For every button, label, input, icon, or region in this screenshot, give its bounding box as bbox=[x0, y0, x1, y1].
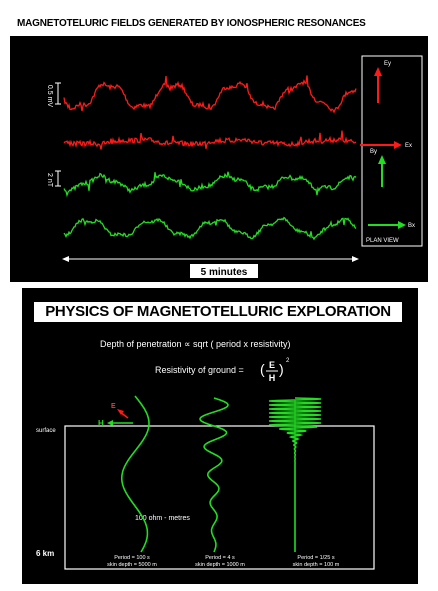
skin-depth-caption-1: skin depth = 5000 m bbox=[107, 562, 157, 568]
bx-label: Bx bbox=[408, 223, 415, 229]
ex-trace bbox=[64, 131, 356, 150]
h-scale-label: 2 nT bbox=[46, 173, 53, 188]
formula-depth: Depth of penetration ∝ sqrt ( period x r… bbox=[100, 339, 291, 349]
period-caption-1: Period = 100 s bbox=[114, 555, 150, 561]
ex-arrow-icon bbox=[360, 141, 402, 149]
by-trace bbox=[64, 172, 356, 195]
ey-label: Ey bbox=[384, 61, 391, 67]
ey-arrow-icon bbox=[374, 67, 382, 103]
surface-label: surface bbox=[36, 428, 56, 434]
depth-label: 6 km bbox=[36, 549, 54, 558]
period-caption-2: Period = 4 s bbox=[205, 555, 235, 561]
fraction-numerator: E bbox=[269, 360, 275, 370]
time-label: 5 minutes bbox=[201, 267, 248, 278]
skin-depth-caption-2: skin depth = 1000 m bbox=[195, 562, 245, 568]
skin-depth-caption-3: skin depth = 100 m bbox=[293, 562, 340, 568]
bx-trace bbox=[64, 218, 356, 240]
fraction-denominator: H bbox=[269, 373, 276, 383]
plan-view-caption: PLAN VIEW bbox=[366, 238, 399, 244]
by-label: By bbox=[370, 149, 377, 155]
e-scale-bar bbox=[55, 83, 61, 104]
fraction-exponent: 2 bbox=[286, 358, 290, 364]
h-field-arrow-icon bbox=[107, 420, 133, 426]
ex-label: Ex bbox=[405, 143, 412, 149]
h-scale-bar bbox=[55, 171, 61, 186]
e-scale-label: 0.5 mV bbox=[46, 85, 53, 108]
e-field-arrow-icon bbox=[117, 409, 128, 418]
ey-trace bbox=[64, 75, 356, 112]
e-field-label: E bbox=[111, 403, 116, 410]
wave-period-4s bbox=[200, 398, 228, 552]
fraction-paren-right: ) bbox=[279, 361, 284, 377]
by-arrow-icon bbox=[378, 155, 386, 187]
wave-period-100s bbox=[122, 396, 149, 552]
fraction-paren-left: ( bbox=[260, 361, 265, 377]
period-caption-3: Period = 1/25 s bbox=[297, 555, 334, 561]
bx-arrow-icon bbox=[368, 221, 406, 229]
h-field-label: H bbox=[98, 419, 104, 428]
time-arrow bbox=[62, 256, 359, 262]
ground-box bbox=[65, 426, 374, 569]
formula-resistivity: Resistivity of ground = bbox=[155, 365, 244, 375]
